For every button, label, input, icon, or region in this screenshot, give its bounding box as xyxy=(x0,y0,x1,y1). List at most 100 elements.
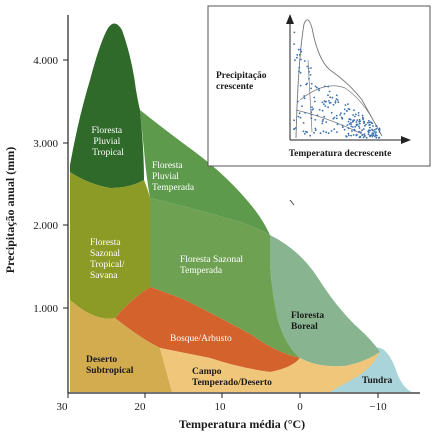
inset-point xyxy=(341,126,344,129)
inset-point xyxy=(369,134,371,137)
inset-point xyxy=(336,123,339,126)
inset-point xyxy=(362,128,365,131)
x-axis-title: Temperatura média (°C) xyxy=(179,417,305,431)
inset-point xyxy=(330,130,333,132)
inset-point xyxy=(302,122,305,124)
inset-point xyxy=(308,77,310,80)
inset-point xyxy=(355,113,357,116)
inset-point xyxy=(314,127,317,130)
inset-point xyxy=(296,54,299,56)
inset-point xyxy=(368,124,370,126)
label-floresta-sazonal-temperada: Floresta Sazonal Temperada xyxy=(180,255,245,276)
inset-point xyxy=(343,108,346,111)
inset-point xyxy=(305,83,308,86)
inset-point xyxy=(373,128,376,131)
inset-point xyxy=(350,121,352,124)
inset-point xyxy=(351,130,353,132)
inset-point xyxy=(312,108,315,110)
inset-point xyxy=(374,135,376,138)
inset-point xyxy=(333,128,336,131)
inset-point xyxy=(297,115,300,118)
inset-point xyxy=(363,133,366,135)
inset-point xyxy=(336,99,339,101)
inset-point xyxy=(361,129,363,132)
inset-point xyxy=(328,102,331,104)
inset-point xyxy=(314,118,317,121)
inset-point xyxy=(313,131,315,134)
inset-point xyxy=(333,116,336,119)
inset-point xyxy=(366,121,369,124)
inset-point xyxy=(354,125,357,128)
axes: 1.000 2.000 3.000 4.000 30 20 10 0 −10 T… xyxy=(3,15,420,431)
inset-point xyxy=(321,101,324,104)
inset-point xyxy=(353,129,356,132)
inset-point xyxy=(368,121,371,124)
inset-point xyxy=(303,132,306,135)
inset-point xyxy=(358,130,360,133)
inset-point xyxy=(318,87,320,90)
inset-point xyxy=(298,53,301,56)
inset-point xyxy=(298,70,300,73)
inset-point xyxy=(310,87,312,90)
inset-point xyxy=(297,48,300,51)
inset-point xyxy=(368,129,370,132)
inset-point xyxy=(293,31,296,34)
inset-point xyxy=(367,119,370,122)
inset-x-label: Temperatura decrescente xyxy=(289,149,392,159)
inset-point xyxy=(294,127,297,129)
region-deserto-subtropical xyxy=(70,300,172,392)
inset-point xyxy=(324,105,327,107)
inset-frame xyxy=(207,5,431,167)
inset-point xyxy=(299,84,302,87)
inset-divider-3 xyxy=(295,109,367,137)
inset-point xyxy=(301,105,303,108)
inset-point xyxy=(370,134,373,137)
inset-point xyxy=(375,136,378,139)
inset-point xyxy=(334,100,337,102)
inset-point xyxy=(298,66,301,69)
inset-point xyxy=(373,131,376,133)
x-tick-20: 20 xyxy=(135,401,147,413)
inset-point xyxy=(322,130,325,133)
inset-point xyxy=(378,127,381,130)
inset-point xyxy=(377,137,380,139)
inset-point xyxy=(336,131,338,134)
inset-point xyxy=(357,114,360,117)
inset-point xyxy=(358,125,360,128)
inset-point xyxy=(339,114,341,116)
inset-point xyxy=(375,131,377,134)
x-tick-marks xyxy=(67,393,379,398)
inset-point xyxy=(340,112,342,114)
x-tick-30: 30 xyxy=(57,401,69,413)
inset-point xyxy=(303,95,306,97)
inset-point xyxy=(314,85,317,88)
inset-point xyxy=(299,48,302,51)
inset-point xyxy=(371,134,374,136)
inset-point xyxy=(362,136,365,139)
inset-point xyxy=(297,100,299,103)
inset-point xyxy=(341,124,344,127)
inset-point xyxy=(375,127,378,130)
y-tick-3000: 3.000 xyxy=(33,138,58,150)
inset-point xyxy=(344,104,347,106)
inset-point xyxy=(360,131,362,134)
inset-point xyxy=(327,85,330,88)
inset-point xyxy=(371,128,373,131)
inset-point xyxy=(350,123,352,126)
inset-point xyxy=(358,122,361,125)
inset-point xyxy=(323,100,326,102)
inset-point xyxy=(321,120,324,123)
inset-point xyxy=(327,94,329,97)
inset-point xyxy=(328,100,330,102)
inset-point xyxy=(316,114,319,117)
region-floresta-boreal xyxy=(270,235,380,367)
inset-envelope xyxy=(295,19,383,139)
inset-point xyxy=(316,86,318,89)
inset-point xyxy=(353,119,356,121)
inset-point xyxy=(310,113,313,116)
inset-point xyxy=(355,134,358,137)
inset-point xyxy=(332,117,335,120)
annotation-mark xyxy=(289,199,295,206)
inset-scatter-points xyxy=(293,31,381,139)
inset-point xyxy=(362,118,364,121)
